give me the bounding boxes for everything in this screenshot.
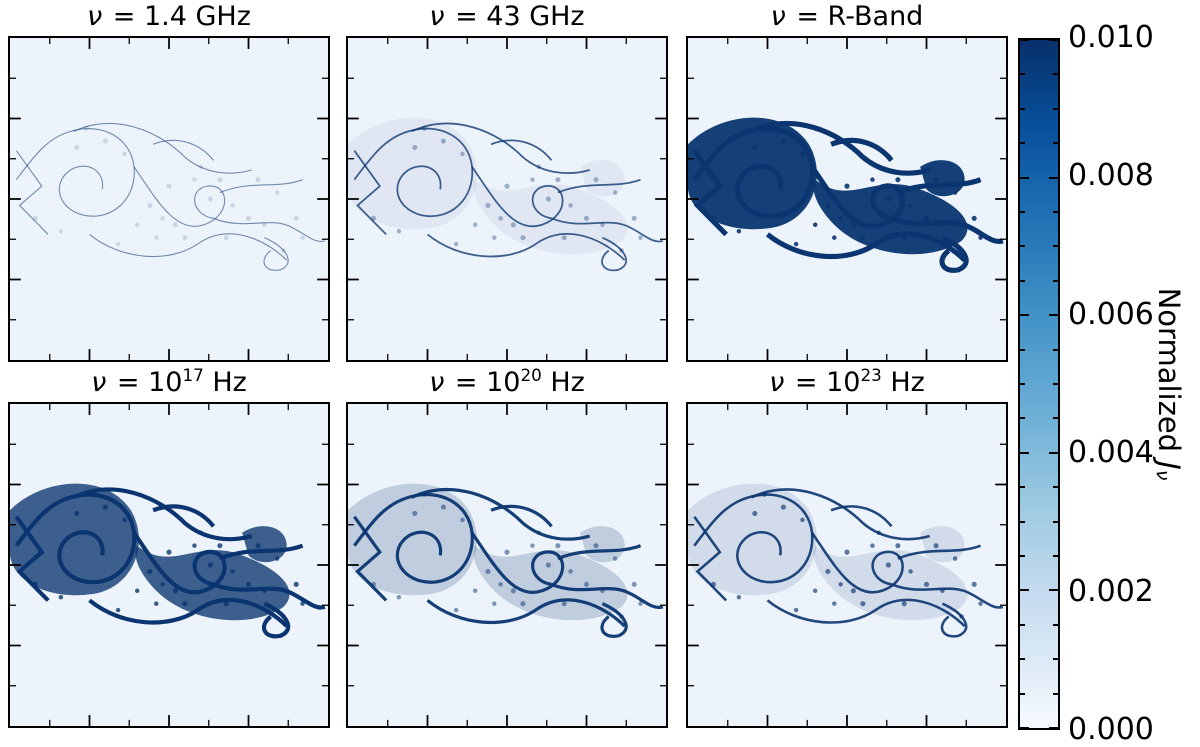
panel-title: ν = 1.4 GHz bbox=[8, 0, 330, 36]
colorbar-tick-label: 0.008 bbox=[1068, 158, 1154, 194]
colorbar-tick bbox=[1020, 211, 1025, 213]
colorbar-tick bbox=[1020, 486, 1025, 489]
axis-ticks bbox=[10, 404, 328, 726]
colorbar-tick bbox=[1020, 555, 1025, 557]
nu-symbol: ν bbox=[91, 367, 107, 398]
panel-title-unit: Hz bbox=[881, 367, 925, 398]
colorbar-tick bbox=[1053, 658, 1058, 661]
colorbar-tick bbox=[1053, 520, 1058, 523]
colorbar-tick bbox=[1049, 40, 1058, 41]
axis-ticks bbox=[10, 38, 328, 360]
colorbar-tick bbox=[1020, 658, 1025, 661]
axis-ticks bbox=[688, 404, 1006, 726]
nu-symbol: ν bbox=[429, 367, 445, 398]
colorbar-axis-label-text: Normalized bbox=[1152, 287, 1186, 462]
emission-map-1e20-hz bbox=[346, 402, 668, 728]
colorbar-tick bbox=[1049, 314, 1058, 317]
colorbar-tick bbox=[1053, 692, 1058, 695]
colorbar-tick bbox=[1053, 623, 1058, 626]
emission-map-r-band bbox=[686, 36, 1008, 362]
colorbar-tick bbox=[1020, 727, 1029, 728]
colorbar-tick bbox=[1053, 348, 1058, 351]
colorbar-tick bbox=[1020, 314, 1029, 317]
colorbar-tick bbox=[1053, 73, 1058, 76]
colorbar-tick bbox=[1020, 40, 1029, 41]
colorbar-tick bbox=[1053, 107, 1058, 110]
panel-title-exponent: 17 bbox=[182, 365, 204, 385]
nu-symbol: ν bbox=[87, 1, 103, 32]
colorbar-tick bbox=[1020, 73, 1025, 76]
colorbar-tick-label: 0.010 bbox=[1068, 19, 1154, 55]
panel-title: ν = 1020 Hz bbox=[346, 366, 668, 402]
colorbar-tick bbox=[1053, 486, 1058, 489]
colorbar-tick-label: 0.000 bbox=[1068, 711, 1154, 747]
axis-ticks bbox=[348, 404, 666, 726]
colorbar-tick bbox=[1020, 107, 1025, 110]
colorbar-tick bbox=[1020, 279, 1025, 282]
colorbar bbox=[1018, 38, 1060, 730]
panel-title: ν = 43 GHz bbox=[346, 0, 668, 36]
colorbar-tick-label: 0.004 bbox=[1068, 434, 1154, 470]
nu-symbol: ν bbox=[429, 1, 445, 32]
colorbar-tick bbox=[1020, 451, 1029, 454]
emission-map-1e23-hz bbox=[686, 402, 1008, 728]
colorbar-tick-label: 0.002 bbox=[1068, 573, 1154, 609]
panel-title: ν = 1023 Hz bbox=[686, 366, 1008, 402]
colorbar-tick bbox=[1020, 589, 1029, 592]
panel-1e23-hz: ν = 1023 Hz bbox=[686, 366, 1008, 728]
panel-title-unit: Hz bbox=[541, 367, 585, 398]
colorbar-tick bbox=[1053, 211, 1058, 213]
colorbar-tick bbox=[1053, 555, 1058, 557]
nu-symbol: ν bbox=[769, 367, 785, 398]
panel-1e20-hz: ν = 1020 Hz bbox=[346, 366, 668, 728]
panel-title-text: = 10 bbox=[108, 367, 183, 398]
nu-symbol: ν bbox=[770, 1, 786, 32]
axis-ticks bbox=[688, 38, 1006, 360]
colorbar-tick-label: 0.006 bbox=[1068, 296, 1154, 332]
panel-title-unit: Hz bbox=[203, 367, 247, 398]
colorbar-tick bbox=[1049, 451, 1058, 454]
panel-1e17-hz: ν = 1017 Hz bbox=[8, 366, 330, 728]
colorbar-tick bbox=[1020, 176, 1029, 179]
colorbar-tick bbox=[1020, 692, 1025, 695]
emission-map-43-ghz bbox=[346, 36, 668, 362]
panel-title-text: = 10 bbox=[446, 367, 521, 398]
colorbar-tick bbox=[1053, 279, 1058, 282]
panel-title-exponent: 20 bbox=[520, 365, 542, 385]
panel-title-text: = 10 bbox=[786, 367, 861, 398]
colorbar-tick bbox=[1020, 348, 1025, 351]
panel-r-band: ν = R-Band bbox=[686, 0, 1008, 362]
axis-ticks bbox=[348, 38, 666, 360]
colorbar-tick bbox=[1049, 176, 1058, 179]
colorbar-tick bbox=[1049, 727, 1058, 728]
colorbar-tick bbox=[1020, 623, 1025, 626]
colorbar-tick bbox=[1053, 383, 1058, 385]
colorbar-tick bbox=[1020, 520, 1025, 523]
j-symbol: J bbox=[1152, 461, 1186, 470]
colorbar-tick bbox=[1053, 245, 1058, 248]
colorbar-tick bbox=[1053, 417, 1058, 420]
panel-1p4-ghz: ν = 1.4 GHz bbox=[8, 0, 330, 362]
colorbar-tick bbox=[1020, 383, 1025, 385]
colorbar-tick bbox=[1049, 589, 1058, 592]
colorbar-axis-label: Normalized Jν bbox=[1152, 288, 1186, 481]
colorbar-tick bbox=[1020, 142, 1025, 145]
nu-subscript: ν bbox=[1152, 469, 1174, 481]
panel-title-text: = 43 GHz bbox=[446, 1, 585, 32]
emission-map-1p4-ghz bbox=[8, 36, 330, 362]
panel-title-text: = 1.4 GHz bbox=[104, 1, 251, 32]
panel-title: ν = R-Band bbox=[686, 0, 1008, 36]
colorbar-tick bbox=[1020, 245, 1025, 248]
colorbar-tick bbox=[1020, 417, 1025, 420]
panel-43-ghz: ν = 43 GHz bbox=[346, 0, 668, 362]
panel-title-text: = R-Band bbox=[787, 1, 924, 32]
panel-title: ν = 1017 Hz bbox=[8, 366, 330, 402]
colorbar-tick bbox=[1053, 142, 1058, 145]
emission-map-1e17-hz bbox=[8, 402, 330, 728]
panel-title-exponent: 23 bbox=[860, 365, 882, 385]
